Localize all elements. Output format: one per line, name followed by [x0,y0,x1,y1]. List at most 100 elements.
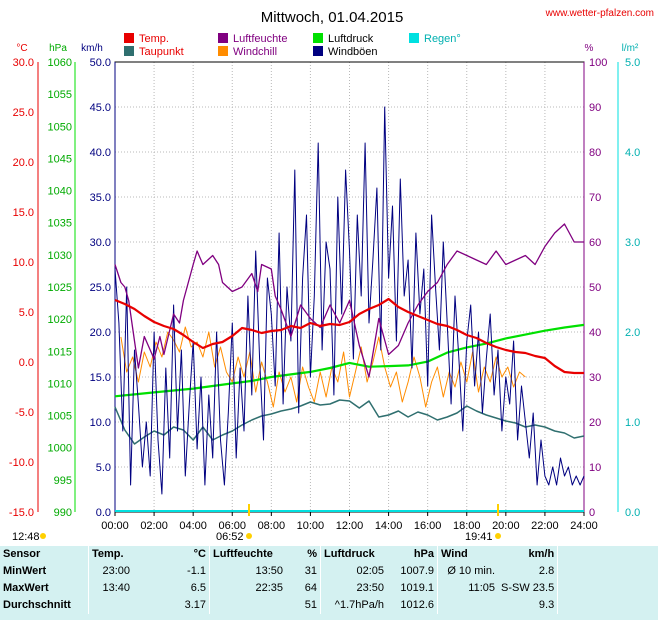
axis-wind-tick-label: 15.0 [90,372,111,384]
statistics-table: Sensor Temp. °C Luftfeuchte % Luftdruck … [0,546,658,620]
sunrise-time: 06:52 [216,531,244,543]
axis-pressure-tick-label: 1005 [48,411,72,423]
axis-rain-ticks: 5.0 4.0 3.0 2.0 1.0 0.0 [625,57,640,519]
legend-label-gusts: Windböen [328,46,378,58]
axis-humidity-tick-label: 30 [589,372,601,384]
stats-max-wind-time: 11:05 [437,580,498,597]
axis-pressure-tick-label: 1060 [48,57,72,69]
stats-min-temp-time: 23:00 [88,563,133,580]
legend-item-humidity[interactable]: Luftfeuchte [218,33,287,45]
stats-min-press-time: 02:05 [320,563,387,580]
stats-min-hum-val: 31 [304,565,317,577]
stats-max-temp-time: 13:40 [88,580,133,597]
stats-row-max: MaxWert 13:40 6.5 22:35 64 23:50 1019.1 … [0,580,658,597]
legend-item-windchill[interactable]: Windchill [218,46,277,58]
axis-pressure-tick-label: 1015 [48,346,72,358]
legend-label-pressure: Luftdruck [328,33,374,45]
series-line-luftdruck [114,323,585,398]
axis-temp-tick-label: 15.0 [13,207,34,219]
stats-header-temp: Temp. [88,546,133,563]
stats-row-min: MinWert 23:00 -1.1 13:50 31 02:05 1007.9… [0,563,658,580]
axis-rain-tick-label: 2.0 [625,327,640,339]
stats-avg-hum-val: 51 [304,599,317,611]
axis-humidity-tick-label: 0 [589,507,595,519]
axis-humidity-tick-label: 100 [589,57,607,69]
stats-header-press-unit: hPa [413,548,434,560]
series-line-windchill [120,326,526,408]
legend-swatch-windchill [218,46,228,56]
axis-wind-tick-label: 25.0 [90,282,111,294]
axis-wind-tick-label: 50.0 [90,57,111,69]
axis-pressure-ticks: 1060 1055 1050 1045 1040 1035 1030 1025 1020 1015… [48,57,72,519]
stats-min-wind-time: Ø 10 min. [437,563,498,580]
sunrise-icon [246,533,252,539]
stats-row-avg: Durchschnitt 3.17 51 ^1.7hPa/h 1012.6 9.… [0,597,658,614]
stats-max-wind-val: S-SW 23.5 [501,582,555,594]
moonrise-time: 12:48 [12,531,40,543]
legend: Temp. Taupunkt Luftfeuchte Windchill Luf… [124,33,461,58]
legend-swatch-humidity [218,33,228,43]
stats-label-avg: Durchschnitt [3,599,71,611]
axis-unit-wind: km/h [81,43,103,54]
stats-header-row: Sensor Temp. °C Luftfeuchte % Luftdruck … [0,546,658,563]
stats-max-hum-time: 22:35 [209,580,286,597]
axis-humidity-tick-label: 40 [589,327,601,339]
x-tick-label: 02:00 [140,520,168,532]
axis-pressure-tick-label: 1050 [48,121,72,133]
axis-pressure-tick-label: 995 [54,475,72,487]
axis-unit-rain: l/m² [622,43,639,54]
legend-swatch-dewpoint [124,46,134,56]
x-tick-label: 10:00 [297,520,325,532]
x-tick-label: 14:00 [375,520,403,532]
axis-temp-tick-label: 5.0 [19,307,34,319]
sunset-time: 19:41 [465,531,493,543]
axis-unit-pressure: hPa [49,43,67,54]
axis-unit-temp: °C [16,43,27,54]
stats-min-hum-time: 13:50 [209,563,286,580]
x-tick-label: 24:00 [570,520,598,532]
stats-max-hum-val: 64 [304,582,317,594]
stats-min-press-val: 1007.9 [400,565,434,577]
axis-pressure-tick-label: 1045 [48,153,72,165]
legend-item-rain[interactable]: Regen° [409,33,461,45]
series-group [114,106,585,512]
website-link[interactable]: www.wetter-pfalzen.com [545,8,654,19]
axis-humidity-tick-label: 60 [589,237,601,249]
stats-min-empty [557,563,658,580]
stats-max-press-val: 1019.1 [400,582,434,594]
axis-wind-tick-label: 40.0 [90,147,111,159]
series-line-temp- [114,297,584,375]
legend-item-dewpoint[interactable]: Taupunkt [124,46,184,58]
axis-pressure-tick-label: 1055 [48,89,72,101]
legend-label-windchill: Windchill [233,46,277,58]
stats-header-wind: Wind [437,546,498,563]
axis-wind-tick-label: 0.0 [96,507,111,519]
stats-label-min: MinWert [3,565,47,577]
x-tick-label: 16:00 [414,520,442,532]
stats-avg-empty [557,597,658,614]
axis-humidity-tick-label: 10 [589,462,601,474]
stats-header-hum: Luftfeuchte [209,546,286,563]
legend-item-temp[interactable]: Temp. [124,33,169,45]
stats-header-hum-unit: % [307,548,317,560]
legend-item-gusts[interactable]: Windböen [313,46,378,58]
axis-temp-tick-label: 0.0 [19,357,34,369]
axis-pressure-tick-label: 1035 [48,218,72,230]
axis-humidity-tick-label: 50 [589,282,601,294]
stats-header-temp-unit: °C [193,548,206,560]
x-tick-label: 04:00 [179,520,207,532]
x-tick-label: 20:00 [492,520,520,532]
stats-min-wind-val: 2.8 [538,565,555,577]
axis-temp-tick-label: 20.0 [13,157,34,169]
stats-avg-wind-val: 9.3 [538,599,555,611]
series-line-taupunkt [114,399,585,445]
legend-item-pressure[interactable]: Luftdruck [313,33,374,45]
stats-max-empty [557,580,658,597]
axis-humidity-tick-label: 90 [589,102,601,114]
stats-max-press-time: 23:50 [320,580,387,597]
stats-header-wind-unit: km/h [528,548,555,560]
axis-pressure-tick-label: 1040 [48,186,72,198]
stats-header-press: Luftdruck [320,546,387,563]
axis-pressure-tick-label: 990 [54,507,72,519]
